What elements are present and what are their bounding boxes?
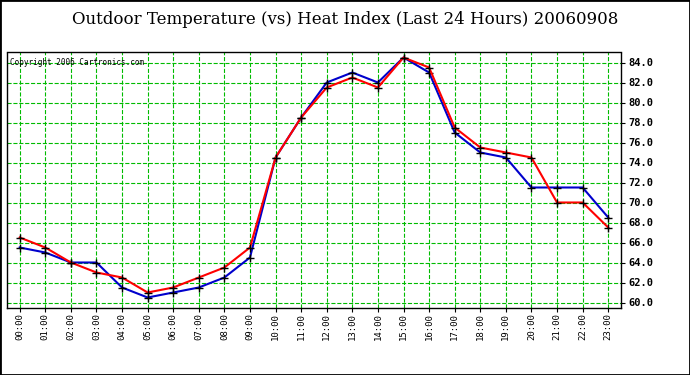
Text: Copyright 2006 Cartronics.com: Copyright 2006 Cartronics.com (10, 58, 144, 67)
Text: Outdoor Temperature (vs) Heat Index (Last 24 Hours) 20060908: Outdoor Temperature (vs) Heat Index (Las… (72, 11, 618, 28)
